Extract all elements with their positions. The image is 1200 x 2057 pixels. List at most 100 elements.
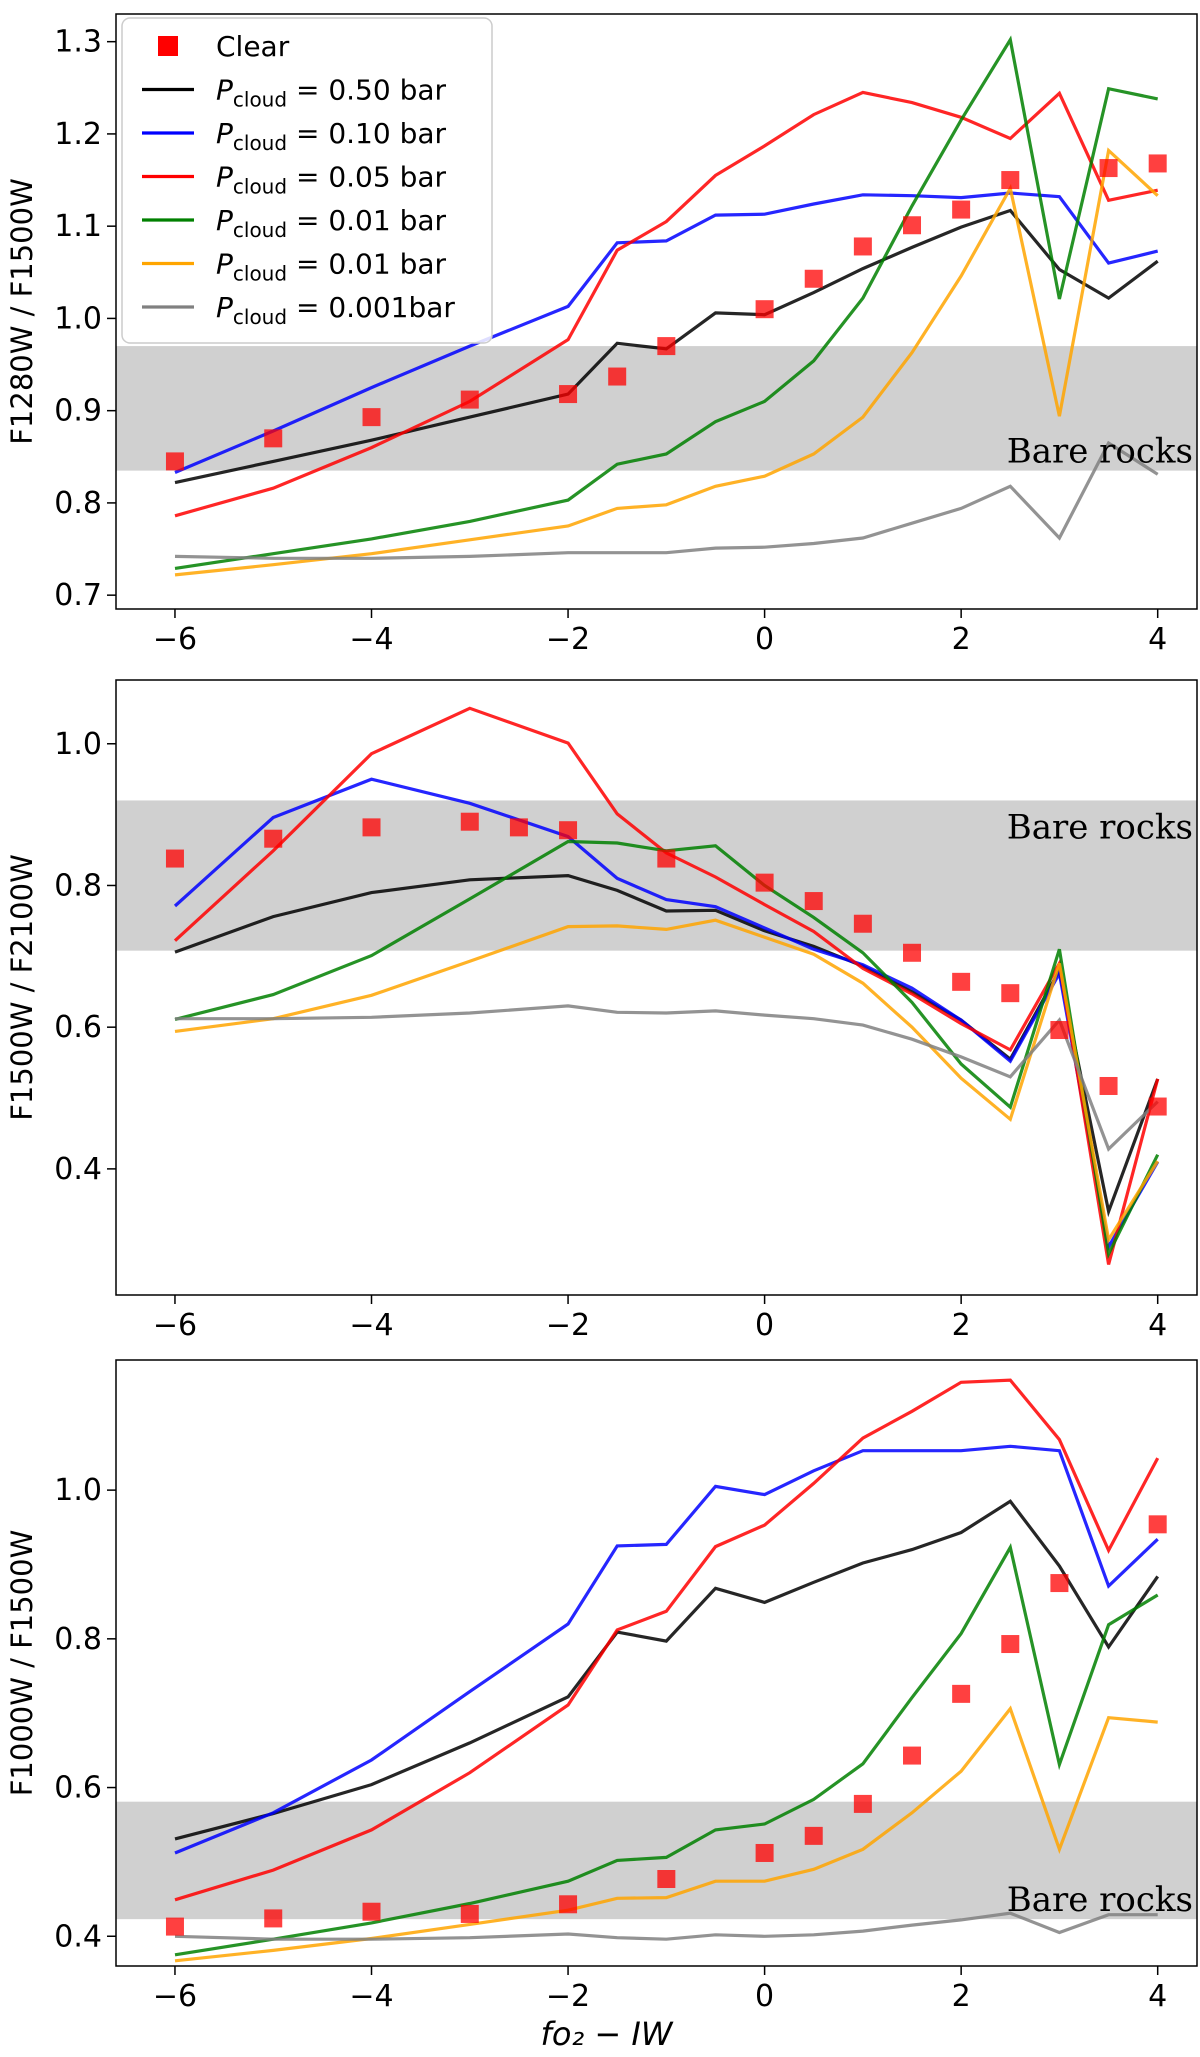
panel-middle: Bare rocks −6 −4 −2 0 2 4 0.4 0.6 0.8 1.0 F1500W / … — [5, 679, 1198, 1343]
clear-marker — [755, 873, 774, 892]
series-line-0-05-bar-2 — [174, 1378, 1160, 1902]
legend: Clear Pcloud = 0.50 bar Pcloud = 0.10 bar P… — [121, 17, 493, 344]
clear-marker — [952, 972, 971, 991]
y-tick-label: 0.6 — [54, 1771, 102, 1806]
series-line-0-10-bar-1 — [173, 777, 1160, 1252]
legend-item: Clear — [158, 30, 290, 63]
y-tick-label: 1.1 — [54, 209, 102, 244]
y-axis-label: F1280W / F1500W — [5, 178, 39, 445]
x-tick-label: −2 — [546, 1979, 590, 2014]
clear-marker — [1148, 1515, 1167, 1534]
bare-rocks-band — [116, 800, 1197, 951]
series-line-0-01-bar-4 — [174, 147, 1159, 577]
clear-marker — [853, 914, 872, 933]
y-tick-label: 1.0 — [54, 301, 102, 336]
y-tick-label: 1.0 — [54, 1473, 102, 1508]
clear-marker — [903, 216, 922, 235]
series-line-0-05-bar-2 — [173, 706, 1160, 1265]
legend-label: Pcloud = 0.10 bar — [216, 117, 447, 155]
y-tick-label: 1.3 — [54, 25, 102, 60]
x-tick-label: −6 — [153, 1979, 197, 2014]
clear-marker — [362, 818, 381, 837]
y-tick-label: 0.4 — [54, 1152, 102, 1187]
series-line-0-001bar-5 — [174, 440, 1159, 560]
clear-marker — [903, 943, 922, 962]
y-tick-label: 1.2 — [54, 117, 102, 152]
clear-marker — [1001, 984, 1020, 1003]
x-tick-label: −2 — [546, 622, 590, 657]
y-tick-label: 0.8 — [54, 868, 102, 903]
clear-marker — [460, 1904, 479, 1923]
series-line-0-01-bar-3 — [174, 1543, 1159, 1957]
series-line-0-01-bar-4 — [174, 918, 1160, 1245]
x-tick-label: −6 — [153, 622, 197, 657]
x-tick-label: 0 — [755, 1979, 774, 2014]
clear-marker — [657, 1870, 676, 1889]
clear-marker — [1001, 171, 1020, 190]
y-tick-label: 0.7 — [54, 578, 102, 613]
series-line-0-50-bar-0 — [174, 1499, 1160, 1841]
y-axis-label: F1000W / F1500W — [5, 1530, 39, 1797]
legend-item: Pcloud = 0.50 bar — [142, 74, 447, 112]
clear-marker — [362, 1902, 381, 1921]
legend-label: Pcloud = 0.01 bar — [216, 248, 447, 286]
clear-marker — [362, 408, 381, 427]
x-tick-label: 2 — [952, 1979, 971, 2014]
clear-marker — [755, 1843, 774, 1862]
legend-marker — [158, 36, 178, 56]
x-tick-label: −6 — [153, 1308, 197, 1343]
clear-marker — [657, 337, 676, 356]
clear-marker — [608, 367, 627, 386]
clear-marker — [804, 1826, 823, 1845]
axes-frame — [115, 13, 1198, 610]
clear-marker — [804, 269, 823, 288]
clear-marker — [559, 385, 578, 404]
y-tick-label: 0.4 — [54, 1919, 102, 1954]
clear-marker — [165, 1917, 184, 1936]
series-line-0-01-bar-3 — [174, 35, 1159, 570]
panel-top: Bare rocks −6 −4 −2 0 2 4 0.7 0.8 0.9 1.0 1.1 1.2 1.3… — [5, 13, 1198, 657]
clear-marker — [165, 452, 184, 471]
clear-marker — [559, 1895, 578, 1914]
series-line-0-10-bar-1 — [174, 191, 1159, 474]
clear-marker — [1050, 1021, 1069, 1040]
x-tick-label: −4 — [349, 1979, 393, 2014]
series-line-0-001bar-5 — [174, 1911, 1158, 1941]
legend-item: Pcloud = 0.05 bar — [142, 161, 447, 199]
bare-rocks-label: Bare rocks — [1007, 807, 1193, 847]
y-tick-label: 0.8 — [54, 1622, 102, 1657]
clear-marker — [1099, 159, 1118, 178]
y-axis-label: F1500W / F2100W — [5, 854, 39, 1121]
axes-frame — [115, 1359, 1198, 1967]
x-tick-label: 2 — [952, 622, 971, 657]
legend-label: Pcloud = 0.001bar — [216, 291, 455, 329]
legend-box — [121, 17, 493, 344]
y-tick-label: 0.9 — [54, 394, 102, 429]
x-tick-label: 0 — [755, 622, 774, 657]
y-tick-label: 0.6 — [54, 1010, 102, 1045]
clear-marker — [460, 390, 479, 409]
series-line-0-01-bar-4 — [174, 1705, 1158, 1963]
x-tick-label: 0 — [755, 1308, 774, 1343]
clear-marker — [1148, 1097, 1167, 1116]
legend-label: Clear — [216, 30, 290, 63]
clear-marker — [1148, 154, 1167, 173]
x-tick-label: 2 — [952, 1308, 971, 1343]
clear-marker — [903, 1746, 922, 1765]
bare-rocks-label: Bare rocks — [1007, 1880, 1193, 1920]
clear-marker — [755, 300, 774, 319]
legend-item: Pcloud = 0.01 bar — [142, 248, 447, 286]
panel-bottom: Bare rocks −6 −4 −2 0 2 4 0.4 0.6 0.8 1.0 F1000W / … — [5, 1359, 1198, 2053]
legend-label: Pcloud = 0.05 bar — [216, 161, 447, 199]
y-tick-label: 0.8 — [54, 486, 102, 521]
clear-marker — [264, 429, 283, 448]
clear-marker — [952, 1684, 971, 1703]
clear-marker — [264, 1909, 283, 1928]
x-tick-label: 4 — [1148, 1308, 1167, 1343]
clear-marker — [165, 849, 184, 868]
y-tick-label: 1.0 — [54, 727, 102, 762]
clear-marker — [853, 237, 872, 256]
x-tick-label: 4 — [1148, 622, 1167, 657]
clear-marker — [264, 829, 283, 848]
clear-marker — [952, 200, 971, 219]
